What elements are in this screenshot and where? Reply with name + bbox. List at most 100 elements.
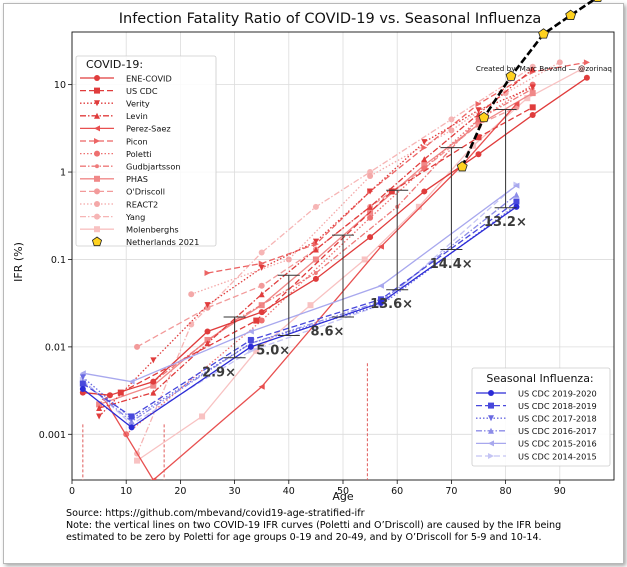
covid-point <box>475 151 482 158</box>
covid-point <box>117 389 124 396</box>
covid-series <box>96 84 536 420</box>
covid-legend-marker <box>94 201 100 207</box>
covid-point <box>204 336 211 343</box>
netherlands-point <box>505 70 517 81</box>
covid-series <box>96 66 536 411</box>
covid-point <box>253 347 260 354</box>
covid-point <box>583 74 590 81</box>
covid-point <box>150 357 157 364</box>
flu-legend-marker <box>488 402 494 409</box>
covid-point <box>199 413 206 420</box>
covid-legend-marker <box>94 87 100 94</box>
x-tick-label: 50 <box>337 486 349 497</box>
covid-legend-box <box>75 55 217 247</box>
note-line-2: estimated to be zero by Poletti for age … <box>66 532 542 543</box>
covid-legend-label: PHAS <box>126 174 148 184</box>
chart-title: Infection Fatality Ratio of COVID-19 vs.… <box>119 11 542 27</box>
covid-point <box>312 238 319 245</box>
covid-legend: COVID-19: ENE-COVID US CDC Verity Levin Perez… <box>75 55 217 247</box>
covid-point <box>502 90 509 97</box>
covid-legend-label: US CDC <box>126 86 158 96</box>
plot-border <box>71 31 615 481</box>
flu-point <box>247 336 254 343</box>
covid-point <box>448 116 455 123</box>
y-tick-label: 0.01 <box>45 342 66 353</box>
covid-legend-marker <box>94 188 100 195</box>
flu-legend-marker <box>488 453 494 459</box>
flu-legend-marker <box>488 390 494 396</box>
covid-legend-label: Poletti <box>126 149 152 159</box>
covid-point <box>96 413 103 420</box>
x-tick-label: 60 <box>391 486 403 497</box>
covid-point <box>529 104 536 111</box>
flu-legend: Seasonal Influenza: US CDC 2019-2020 US CD… <box>471 367 611 467</box>
flu-legend-marker <box>488 427 494 434</box>
flu-legend-title: Seasonal Influenza: <box>486 372 593 385</box>
covid-point <box>578 66 585 73</box>
covid-point <box>583 59 590 66</box>
y-tick-label: 10 <box>54 80 66 91</box>
covid-legend-label: Perez-Saez <box>126 124 171 134</box>
netherlands-point <box>478 111 490 123</box>
covid-legend-marker <box>94 138 100 144</box>
covid-point <box>150 389 157 396</box>
covid-point <box>253 317 260 324</box>
covid-legend-label: Yang <box>125 212 145 222</box>
flu-point <box>513 203 520 210</box>
covid-point <box>556 59 563 66</box>
covid-legend-marker <box>94 100 100 107</box>
covid-point <box>150 378 157 385</box>
flu-point <box>377 299 384 306</box>
covid-line <box>103 103 517 480</box>
netherlands-point <box>538 28 549 39</box>
x-tick-label: 70 <box>445 486 457 497</box>
covid-point <box>421 188 428 195</box>
covid-legend-marker <box>95 164 99 169</box>
covid-point <box>529 90 536 97</box>
covid-point <box>448 127 455 134</box>
covid-point <box>258 309 265 316</box>
plot-area <box>79 59 590 480</box>
ratio-label: 13.6× <box>370 297 413 312</box>
covid-point <box>258 264 265 271</box>
covid-legend-marker <box>94 175 100 182</box>
covid-point <box>188 321 195 328</box>
covid-legend-label: ENE-COVID <box>126 73 172 83</box>
covid-point <box>421 144 428 151</box>
flu-legend-label: US CDC 2019-2020 <box>518 388 597 398</box>
covid-point <box>367 214 374 221</box>
flu-series <box>79 198 520 420</box>
flu-point <box>128 378 135 385</box>
covid-point <box>312 246 319 253</box>
covid-point <box>367 234 374 241</box>
credit-text: Created by: Marc Bevand — @zorinaq <box>476 64 612 73</box>
covid-legend-title: COVID-19: <box>86 58 143 71</box>
ratio-label: 2.9× <box>202 365 236 380</box>
covid-point <box>258 317 265 324</box>
covid-legend-marker <box>94 125 100 132</box>
flu-point <box>377 296 384 303</box>
covid-point <box>388 188 395 195</box>
x-tick-label: 0 <box>69 486 75 497</box>
covid-point <box>106 392 113 399</box>
ratio-label: 14.4× <box>430 257 473 272</box>
y-tick-label: 0.001 <box>39 430 66 441</box>
flu-point <box>128 424 135 431</box>
flu-legend-label: US CDC 2016-2017 <box>518 426 597 436</box>
covid-point <box>529 66 536 73</box>
x-tick-label: 40 <box>283 486 295 497</box>
x-tick-label: 10 <box>120 486 132 497</box>
flu-legend-label: US CDC 2017-2018 <box>518 414 597 424</box>
netherlands-legend-label: Netherlands 2021 <box>126 237 199 247</box>
covid-legend-marker <box>94 150 100 157</box>
covid-legend-label: Picon <box>126 136 148 146</box>
x-tick-label: 30 <box>229 486 241 497</box>
y-tick-label: 0.1 <box>51 255 66 266</box>
covid-point <box>258 383 265 390</box>
covid-point <box>258 249 265 256</box>
covid-legend-marker <box>94 75 100 81</box>
covid-legend-marker <box>94 226 100 233</box>
x-axis-label: Age <box>332 490 354 503</box>
netherlands-point <box>593 0 602 2</box>
flu-legend-marker <box>488 440 494 447</box>
